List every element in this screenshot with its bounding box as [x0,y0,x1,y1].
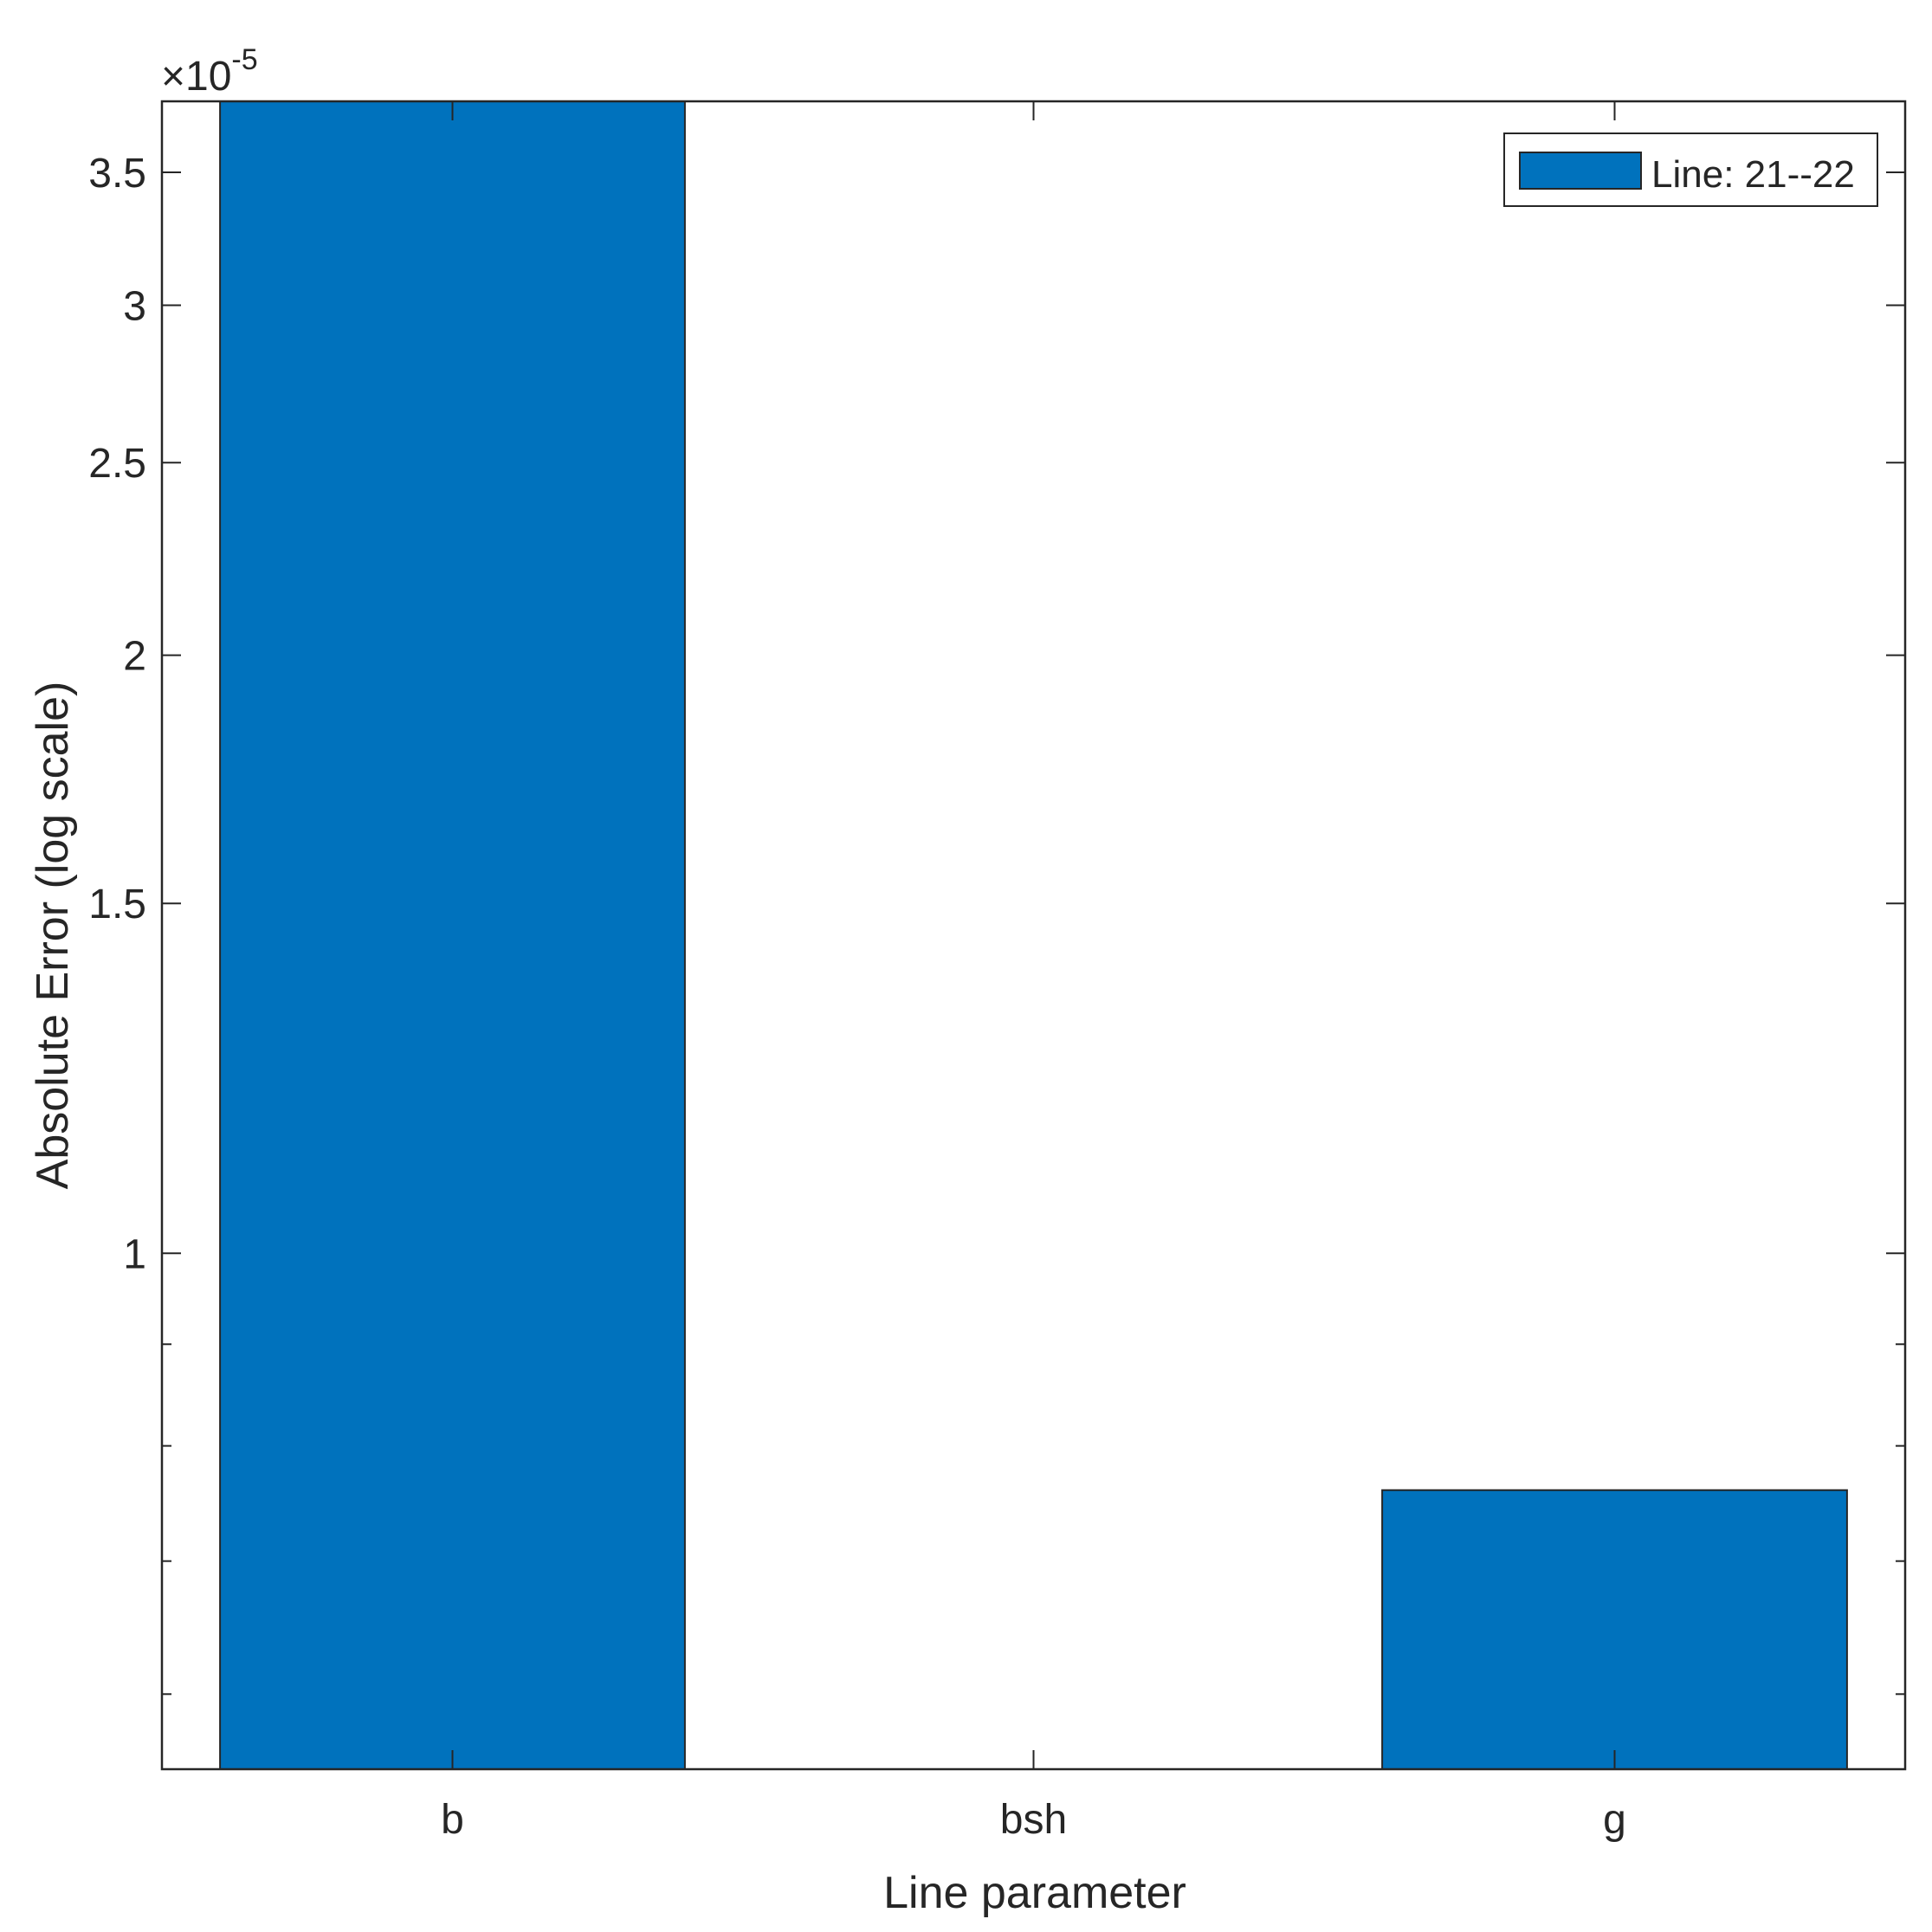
x-tick-label: g [1603,1797,1626,1843]
axis-ticks [162,101,1905,1769]
legend-box [1503,132,1878,207]
y-tick-label: 1 [123,1231,146,1277]
legend: Line: 21--22 [1503,132,1878,207]
y-tick-labels: 1 1.5 2 2.5 3 3.5 [88,151,146,1277]
x-tick-labels: b bsh g [441,1797,1626,1843]
x-axis-label: Line parameter [883,1868,1186,1918]
x-tick-label: bsh [1000,1797,1067,1843]
legend-swatch [1519,152,1642,190]
y-tick-label: 3.5 [88,151,146,197]
y-axis-label: Absolute Error (log scale) [28,682,78,1190]
y-tick-label: 2 [123,634,146,680]
y-tick-label: 1.5 [88,882,146,927]
bar-b [219,100,686,1770]
y-tick-label: 3 [123,284,146,330]
plot-frame [160,100,1907,1771]
bars [219,100,1848,1771]
x-tick-label: b [441,1797,464,1843]
legend-label: Line: 21--22 [1651,153,1855,196]
y-axis-multiplier: ×10-5 [161,43,258,100]
bar-g [1381,1489,1848,1771]
y-tick-label: 2.5 [88,441,146,487]
